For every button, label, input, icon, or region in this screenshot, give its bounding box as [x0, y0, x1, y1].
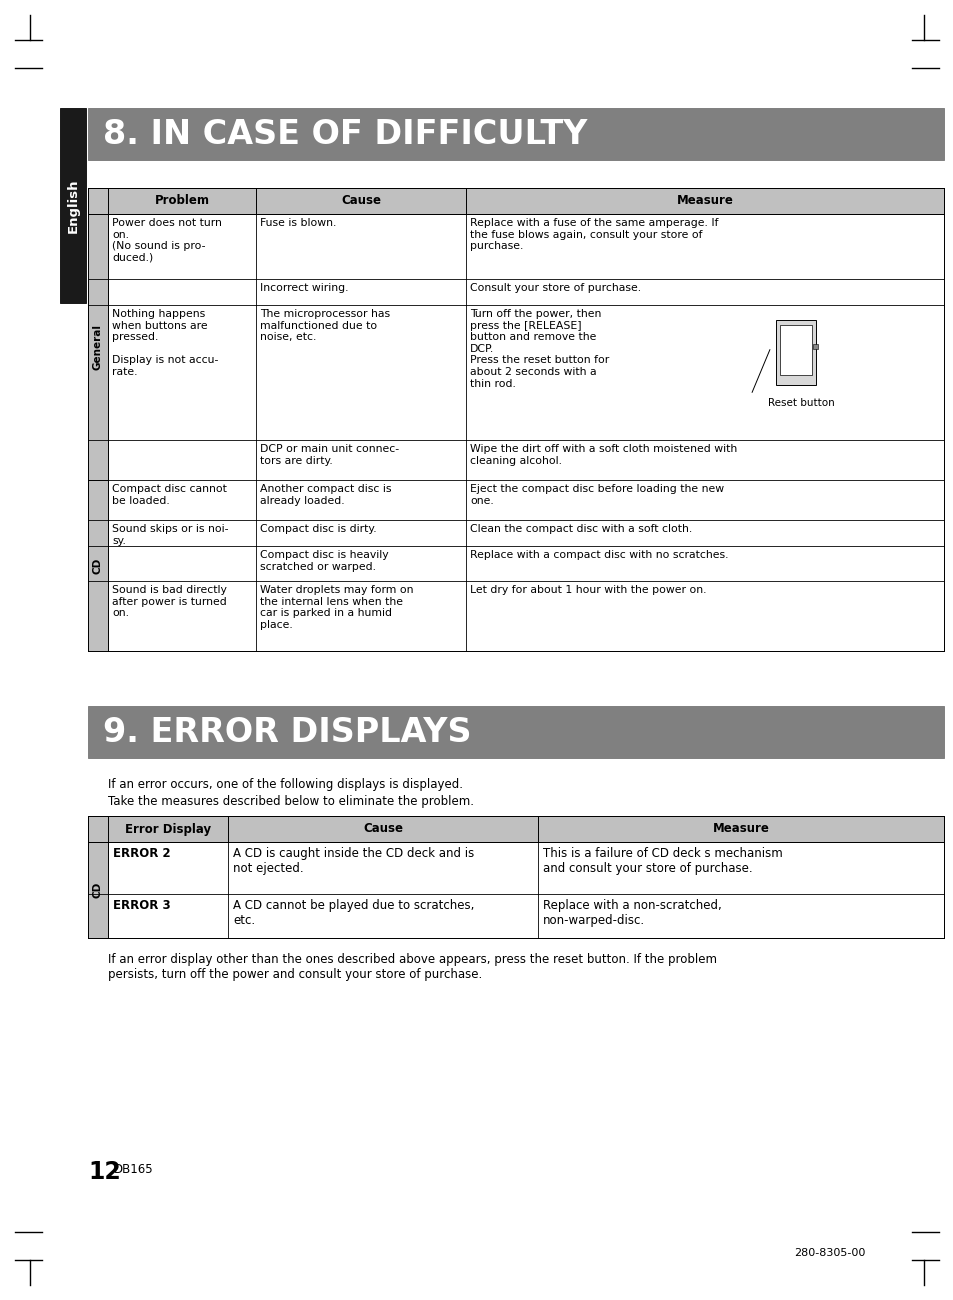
- Text: Replace with a compact disc with no scratches.: Replace with a compact disc with no scra…: [470, 550, 728, 560]
- Bar: [812, 344, 817, 348]
- Text: Replace with a fuse of the same amperage. If
the fuse blows again, consult your : Replace with a fuse of the same amperage…: [470, 218, 718, 251]
- Text: Nothing happens
when buttons are
pressed.

Display is not accu-
rate.: Nothing happens when buttons are pressed…: [112, 309, 218, 377]
- Text: DB165: DB165: [113, 1164, 153, 1176]
- Text: 9. ERROR DISPLAYS: 9. ERROR DISPLAYS: [103, 715, 471, 749]
- Text: Eject the compact disc before loading the new
one.: Eject the compact disc before loading th…: [470, 484, 723, 506]
- Bar: [88, 480, 108, 651]
- Bar: [88, 816, 943, 842]
- Bar: [88, 706, 943, 758]
- Bar: [775, 320, 815, 385]
- Text: If an error occurs, one of the following displays is displayed.: If an error occurs, one of the following…: [108, 777, 462, 790]
- Text: Power does not turn
on.
(No sound is pro-
duced.): Power does not turn on. (No sound is pro…: [112, 218, 222, 263]
- Text: Measure: Measure: [676, 195, 733, 208]
- Text: The microprocessor has
malfunctioned due to
noise, etc.: The microprocessor has malfunctioned due…: [260, 309, 390, 342]
- Text: Cause: Cause: [340, 195, 380, 208]
- Bar: [60, 108, 86, 303]
- Text: Water droplets may form on
the internal lens when the
car is parked in a humid
p: Water droplets may form on the internal …: [260, 585, 413, 629]
- Text: Problem: Problem: [154, 195, 210, 208]
- Text: Incorrect wiring.: Incorrect wiring.: [260, 283, 348, 292]
- Text: Another compact disc is
already loaded.: Another compact disc is already loaded.: [260, 484, 391, 506]
- Bar: [88, 842, 943, 939]
- Text: Compact disc is dirty.: Compact disc is dirty.: [260, 524, 376, 534]
- Text: Replace with a non-scratched,
non-warped-disc.: Replace with a non-scratched, non-warped…: [542, 900, 721, 927]
- Text: Compact disc cannot
be loaded.: Compact disc cannot be loaded.: [112, 484, 227, 506]
- Text: Measure: Measure: [712, 823, 769, 836]
- Text: Wipe the dirt off with a soft cloth moistened with
cleaning alcohol.: Wipe the dirt off with a soft cloth mois…: [470, 445, 737, 465]
- Text: A CD is caught inside the CD deck and is
not ejected.: A CD is caught inside the CD deck and is…: [233, 848, 474, 875]
- Text: General: General: [92, 324, 103, 370]
- Text: CD: CD: [92, 881, 103, 898]
- Text: Take the measures described below to eliminate the problem.: Take the measures described below to eli…: [108, 796, 474, 809]
- Text: This is a failure of CD deck s mechanism
and consult your store of purchase.: This is a failure of CD deck s mechanism…: [542, 848, 781, 875]
- Text: Turn off the power, then
press the [RELEASE]
button and remove the
DCP.
Press th: Turn off the power, then press the [RELE…: [470, 309, 609, 389]
- Text: CD: CD: [92, 558, 103, 573]
- Text: DCP or main unit connec-
tors are dirty.: DCP or main unit connec- tors are dirty.: [260, 445, 398, 465]
- Text: Fuse is blown.: Fuse is blown.: [260, 218, 336, 227]
- Bar: [88, 108, 943, 160]
- Text: 280-8305-00: 280-8305-00: [794, 1248, 865, 1258]
- Text: 8. IN CASE OF DIFFICULTY: 8. IN CASE OF DIFFICULTY: [103, 117, 587, 151]
- Text: English: English: [67, 178, 79, 233]
- Bar: [88, 214, 108, 480]
- Text: Compact disc is heavily
scratched or warped.: Compact disc is heavily scratched or war…: [260, 550, 388, 572]
- Text: ERROR 2: ERROR 2: [112, 848, 171, 861]
- Text: Consult your store of purchase.: Consult your store of purchase.: [470, 283, 640, 292]
- Bar: [88, 214, 943, 651]
- Text: Clean the compact disc with a soft cloth.: Clean the compact disc with a soft cloth…: [470, 524, 692, 534]
- Bar: [88, 188, 943, 215]
- Text: Sound is bad directly
after power is turned
on.: Sound is bad directly after power is tur…: [112, 585, 227, 619]
- Text: A CD cannot be played due to scratches,
etc.: A CD cannot be played due to scratches, …: [233, 900, 474, 927]
- Bar: [88, 842, 108, 939]
- Text: Cause: Cause: [363, 823, 402, 836]
- Text: Reset button: Reset button: [767, 398, 834, 408]
- Text: Error Display: Error Display: [125, 823, 211, 836]
- Text: ERROR 3: ERROR 3: [112, 900, 171, 913]
- Text: Sound skips or is noi-
sy.: Sound skips or is noi- sy.: [112, 524, 229, 546]
- Text: Let dry for about 1 hour with the power on.: Let dry for about 1 hour with the power …: [470, 585, 706, 595]
- Text: 12: 12: [88, 1160, 121, 1184]
- Bar: [780, 325, 811, 374]
- Text: If an error display other than the ones described above appears, press the reset: If an error display other than the ones …: [108, 953, 717, 982]
